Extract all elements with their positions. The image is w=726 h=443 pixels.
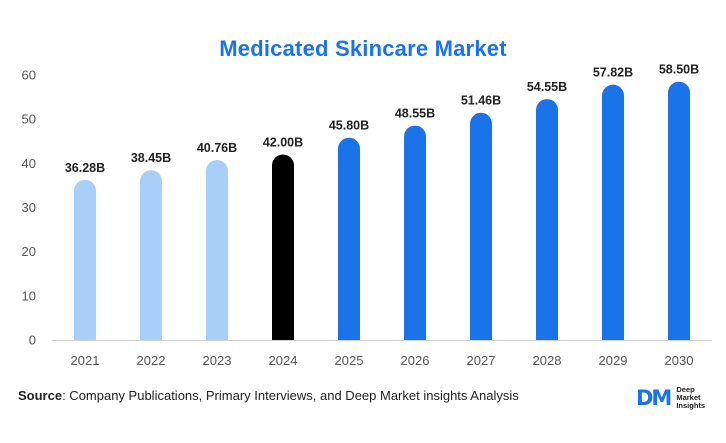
bar-base-2027 (470, 329, 492, 340)
bar-base-2023 (206, 329, 228, 340)
bar-2027 (470, 112, 492, 341)
data-label-2021: 36.28B (65, 161, 105, 175)
logo-line-3: Insights (676, 401, 706, 410)
logo-mark: DM (636, 385, 672, 410)
x-tick-label: 2024 (269, 353, 298, 368)
y-tick-label: 30 (22, 200, 36, 215)
logo-wordmark: Deep Market Insights (676, 386, 705, 410)
data-label-2024: 42.00B (263, 136, 303, 150)
y-tick-label: 40 (22, 156, 36, 171)
bar-2025 (338, 137, 360, 340)
y-tick-label: 60 (22, 68, 36, 83)
x-tick-label: 2022 (137, 353, 166, 368)
bar-2022 (140, 170, 162, 340)
bar-2026 (404, 125, 426, 340)
data-label-2025: 45.80B (329, 119, 369, 133)
bar-base-2028 (536, 329, 558, 340)
logo-line-1: Deep (676, 385, 695, 394)
data-label-2030: 58.50B (659, 63, 699, 77)
bar-base-2030 (668, 329, 690, 340)
bar-base-2025 (338, 329, 360, 340)
bar-base-2022 (140, 329, 162, 340)
data-label-2023: 40.76B (197, 141, 237, 155)
chart-title: Medicated Skincare Market (219, 36, 507, 61)
bar-2021 (74, 179, 96, 340)
y-axis: 0 10 20 30 40 50 60 (22, 68, 36, 348)
bar-base-2024 (272, 329, 294, 340)
bar-2023 (206, 159, 228, 340)
data-label-2028: 54.55B (527, 80, 567, 94)
bar-base-2026 (404, 329, 426, 340)
bar-base-2029 (602, 329, 624, 340)
source-text: : Company Publications, Primary Intervie… (62, 388, 519, 403)
y-tick-label: 20 (22, 244, 36, 259)
bar-2029 (602, 84, 624, 341)
data-label-2029: 57.82B (593, 66, 633, 80)
bars: 36.28B 38.45B 40.76B 42.00B 45.80B 48.55B 51.4… (65, 63, 699, 341)
x-tick-label: 2030 (665, 353, 694, 368)
y-tick-label: 10 (22, 288, 36, 303)
source-note: Source: Company Publications, Primary In… (18, 388, 519, 403)
data-label-2027: 51.46B (461, 94, 501, 108)
bar-2028 (536, 99, 558, 340)
x-tick-label: 2023 (203, 353, 232, 368)
data-label-2026: 48.55B (395, 107, 435, 121)
x-tick-label: 2028 (533, 353, 562, 368)
y-tick-label: 50 (22, 112, 36, 127)
bar-base-2021 (74, 329, 96, 340)
x-tick-label: 2021 (71, 353, 100, 368)
logo-line-2: Market (676, 393, 701, 402)
data-label-2022: 38.45B (131, 151, 171, 165)
bar-2030 (668, 81, 690, 340)
x-tick-label: 2029 (599, 353, 628, 368)
company-logo: DM Deep Market Insights (636, 384, 705, 412)
x-axis: 2021 2022 2023 2024 2025 2026 2027 2028 2029 2030 (71, 353, 694, 368)
x-tick-label: 2026 (401, 353, 430, 368)
y-tick-label: 0 (29, 333, 36, 348)
x-tick-label: 2027 (467, 353, 496, 368)
source-label: Source (18, 388, 63, 403)
x-tick-label: 2025 (335, 353, 364, 368)
bar-2024 (272, 154, 294, 340)
